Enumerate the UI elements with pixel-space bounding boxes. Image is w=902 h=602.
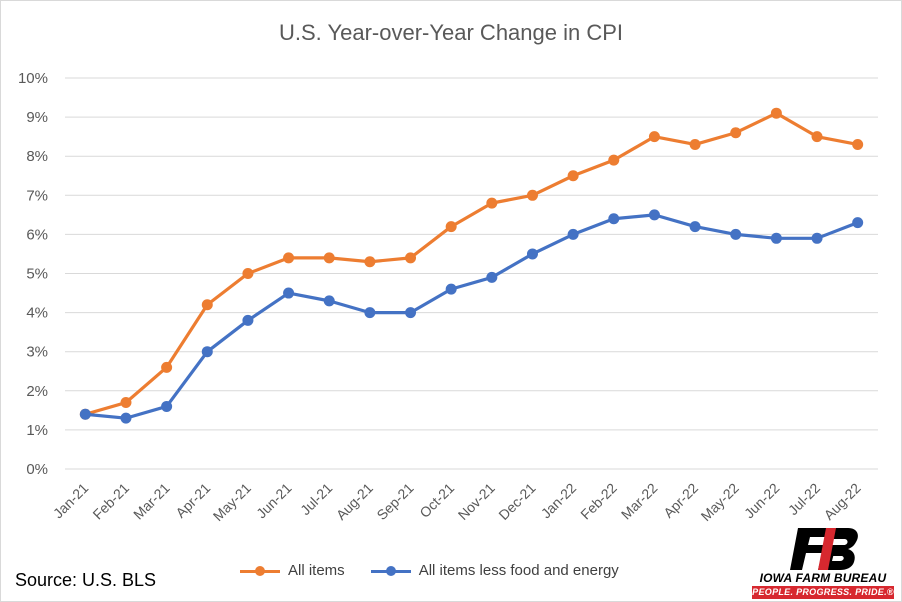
y-tick-label: 4% [26, 305, 48, 322]
chart-legend: All items All items less food and energy [240, 562, 619, 579]
data-point [405, 252, 417, 264]
y-tick-label: 2% [26, 383, 48, 400]
data-point [567, 228, 579, 240]
data-point [161, 400, 173, 412]
logo-tagline: PEOPLE. PROGRESS. PRIDE.® [752, 586, 894, 599]
data-point [120, 397, 132, 409]
y-tick-label: 6% [26, 226, 48, 243]
data-point [201, 299, 213, 311]
data-point [526, 248, 538, 260]
data-point [323, 295, 335, 307]
data-point [486, 271, 498, 283]
fb-logo-icon [790, 528, 858, 570]
x-tick-label: Mar-22 [618, 480, 661, 523]
legend-entry-all-items: All items [240, 562, 345, 579]
data-point [486, 197, 498, 209]
y-tick-label: 5% [26, 266, 48, 283]
data-point [730, 127, 742, 139]
data-point [526, 189, 538, 201]
x-tick-label: Aug-22 [821, 480, 864, 523]
data-point [405, 307, 417, 319]
x-tick-label: May-21 [210, 480, 254, 524]
x-tick-label: Dec-21 [495, 480, 538, 523]
x-tick-label: Jul-22 [785, 480, 823, 518]
data-point [608, 213, 620, 225]
data-point [567, 170, 579, 182]
legend-swatch-all-items [240, 565, 280, 577]
data-point [120, 412, 132, 424]
data-point [323, 252, 335, 264]
data-point [852, 138, 864, 150]
data-point [364, 307, 376, 319]
x-tick-label: Sep-21 [373, 480, 416, 523]
y-tick-label: 9% [26, 109, 48, 126]
x-tick-label: Jun-22 [741, 480, 783, 522]
logo-name: IOWA FARM BUREAU [759, 571, 887, 585]
x-tick-label: Aug-21 [333, 480, 376, 523]
data-point [161, 361, 173, 373]
y-tick-label: 7% [26, 187, 48, 204]
data-point [730, 228, 742, 240]
x-tick-label: Jun-21 [253, 480, 295, 522]
x-tick-label: Feb-21 [89, 480, 132, 523]
x-tick-label: Nov-21 [455, 480, 498, 523]
data-point [201, 346, 213, 358]
data-point [364, 256, 376, 268]
legend-label: All items [288, 562, 345, 579]
data-point [79, 408, 91, 420]
data-point [608, 154, 620, 166]
data-point [283, 287, 295, 299]
data-point [242, 314, 254, 326]
data-point [852, 217, 864, 229]
data-point [689, 138, 701, 150]
data-point [811, 232, 823, 244]
x-tick-label: Mar-21 [130, 480, 173, 523]
x-tick-label: Jan-22 [538, 480, 580, 522]
x-tick-label: Oct-21 [416, 480, 457, 521]
legend-entry-core: All items less food and energy [370, 562, 619, 579]
data-point [811, 131, 823, 143]
x-tick-label: Jan-21 [50, 480, 92, 522]
x-tick-label: Feb-22 [577, 480, 620, 523]
source-note: Source: U.S. BLS [15, 570, 157, 590]
series-line-core [83, 213, 860, 420]
chart-title: U.S. Year-over-Year Change in CPI [278, 20, 624, 45]
data-point [445, 221, 457, 233]
x-tick-label: Apr-22 [660, 480, 701, 521]
x-tick-label: Apr-21 [172, 480, 213, 521]
data-point [648, 131, 660, 143]
y-tick-label: 10% [18, 70, 48, 87]
legend-label: All items less food and energy [418, 562, 619, 579]
series-line-all-items [83, 111, 860, 416]
data-point [242, 268, 254, 279]
data-point [689, 221, 701, 233]
legend-swatch-core [370, 565, 411, 577]
y-tick-label: 0% [26, 461, 48, 478]
data-point [770, 107, 782, 119]
y-tick-label: 1% [26, 422, 48, 439]
y-tick-label: 8% [26, 148, 48, 165]
data-point [445, 283, 457, 295]
x-tick-label: Jul-21 [297, 480, 335, 518]
data-point [770, 232, 782, 244]
x-tick-label: May-22 [698, 480, 742, 524]
y-tick-label: 3% [26, 344, 48, 361]
data-point [648, 209, 660, 221]
data-point [283, 252, 295, 264]
iowa-farm-bureau-logo: IOWA FARM BUREAU PEOPLE. PROGRESS. PRIDE… [748, 528, 898, 600]
